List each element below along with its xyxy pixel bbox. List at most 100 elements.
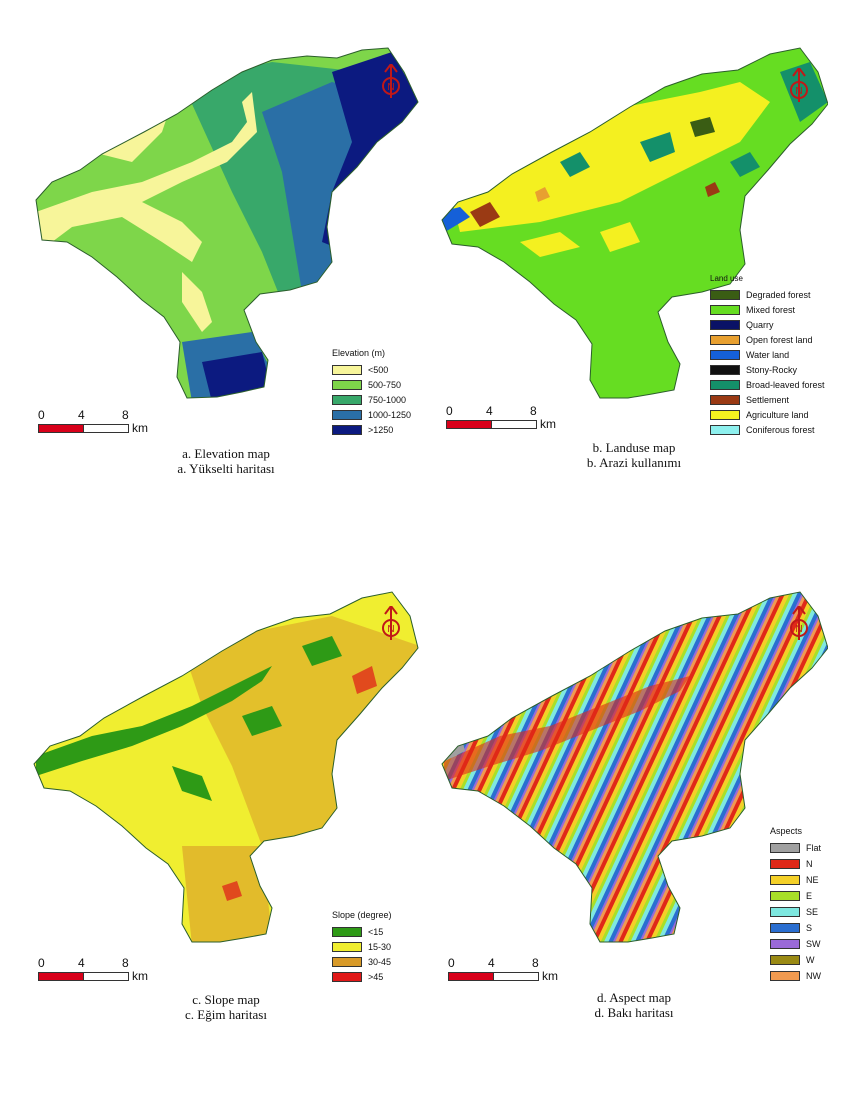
scale-unit: km xyxy=(542,969,558,983)
landuse-map-panel: N Land use Degraded forest Mixed forest … xyxy=(440,42,828,444)
legend-label: <500 xyxy=(368,364,389,375)
scale-tick: 8 xyxy=(530,404,537,418)
legend-swatch xyxy=(770,939,800,949)
legend-label: Broad-leaved forest xyxy=(746,379,825,390)
scale-bar: 0 4 8 km xyxy=(448,956,558,983)
landuse-caption: b. Landuse map b. Arazi kullanımı xyxy=(440,440,828,470)
scale-unit: km xyxy=(132,969,148,983)
legend-label: Mixed forest xyxy=(746,304,796,315)
legend-swatch xyxy=(770,923,800,933)
scale-bar: 0 4 8 km xyxy=(38,956,148,983)
elevation-legend: Elevation (m) <500 500-750 750-1000 1000… xyxy=(332,348,411,437)
scale-tick: 4 xyxy=(78,408,85,422)
scale-tick: 0 xyxy=(38,956,45,970)
legend-swatch xyxy=(332,379,362,390)
legend-label: E xyxy=(806,891,813,901)
legend-item: S xyxy=(770,920,821,936)
north-arrow-icon: N xyxy=(378,64,404,100)
caption-turkish: a. Yükselti haritası xyxy=(177,461,275,476)
legend-label: Degraded forest xyxy=(746,289,811,300)
legend-label: 15-30 xyxy=(368,941,392,952)
scale-bar: 0 4 8 km xyxy=(446,404,556,431)
scale-bar: 0 4 8 km xyxy=(38,408,148,435)
legend-item: Coniferous forest xyxy=(710,422,825,437)
slope-map-image xyxy=(33,591,419,943)
legend-item: 500-750 xyxy=(332,377,411,392)
slope-caption: c. Slope map c. Eğim haritası xyxy=(32,992,420,1022)
legend-item: 750-1000 xyxy=(332,392,411,407)
legend-item: Broad-leaved forest xyxy=(710,377,825,392)
legend-item: E xyxy=(770,888,821,904)
caption-english: c. Slope map xyxy=(192,992,260,1007)
north-label: N xyxy=(795,624,802,635)
legend-label: Coniferous forest xyxy=(746,424,815,435)
legend-swatch xyxy=(710,319,740,330)
north-label: N xyxy=(387,624,394,635)
legend-label: Water land xyxy=(746,349,790,360)
legend-label: 30-45 xyxy=(368,956,392,967)
legend-swatch xyxy=(770,843,800,853)
legend-label: NW xyxy=(806,971,821,981)
scale-tick: 8 xyxy=(122,956,129,970)
scale-tick: 0 xyxy=(448,956,455,970)
landuse-legend: Land use Degraded forest Mixed forest Qu… xyxy=(710,274,825,437)
elevation-map-panel: N Elevation (m) <500 500-750 750-1000 10… xyxy=(32,42,420,444)
landuse-map-image xyxy=(441,47,828,399)
elevation-caption: a. Elevation map a. Yükselti haritası xyxy=(32,446,420,476)
legend-item: Water land xyxy=(710,347,825,362)
north-arrow-icon: N xyxy=(786,606,812,642)
legend-swatch xyxy=(770,955,800,965)
north-label: N xyxy=(795,86,802,97)
aspect-legend: Aspects Flat N NE E SE S SW W NW xyxy=(770,826,821,984)
north-label: N xyxy=(387,82,394,93)
legend-label: >45 xyxy=(368,971,384,982)
north-arrow-icon: N xyxy=(378,606,404,642)
legend-swatch xyxy=(710,304,740,315)
scale-tick: 4 xyxy=(486,404,493,418)
legend-label: Stony-Rocky xyxy=(746,364,798,375)
aspect-map-panel: N Aspects Flat N NE E SE S SW W NW 0 4 8 k… xyxy=(440,586,828,988)
legend-swatch xyxy=(710,334,740,345)
scale-tick: 4 xyxy=(488,956,495,970)
legend-swatch xyxy=(710,409,740,420)
caption-turkish: d. Bakı haritası xyxy=(594,1005,674,1020)
scale-unit: km xyxy=(540,417,556,431)
legend-item: Stony-Rocky xyxy=(710,362,825,377)
legend-swatch xyxy=(332,956,362,967)
caption-turkish: b. Arazi kullanımı xyxy=(586,455,682,470)
aspect-caption: d. Aspect map d. Bakı haritası xyxy=(440,990,828,1020)
legend-swatch xyxy=(710,364,740,375)
legend-item: Settlement xyxy=(710,392,825,407)
legend-item: Open forest land xyxy=(710,332,825,347)
scale-unit: km xyxy=(132,421,148,435)
legend-title: Land use xyxy=(710,274,743,283)
legend-swatch xyxy=(332,394,362,405)
legend-swatch xyxy=(710,349,740,360)
scale-tick: 0 xyxy=(38,408,45,422)
scale-tick: 8 xyxy=(122,408,129,422)
legend-item: Mixed forest xyxy=(710,302,825,317)
legend-item: Agriculture land xyxy=(710,407,825,422)
legend-label: Agriculture land xyxy=(746,409,809,420)
legend-item: SE xyxy=(770,904,821,920)
legend-swatch xyxy=(332,971,362,982)
legend-title: Slope (degree) xyxy=(332,910,392,920)
legend-item: W xyxy=(770,952,821,968)
legend-title: Aspects xyxy=(770,826,803,836)
legend-label: 1000-1250 xyxy=(368,409,412,420)
elevation-map-image xyxy=(35,47,419,399)
legend-title: Elevation (m) xyxy=(332,348,386,358)
legend-label: W xyxy=(806,955,815,965)
legend-swatch xyxy=(770,891,800,901)
legend-label: SE xyxy=(806,907,819,917)
legend-item: <15 xyxy=(332,924,392,939)
legend-swatch xyxy=(710,379,740,390)
caption-english: b. Landuse map xyxy=(592,440,676,455)
legend-label: Flat xyxy=(806,843,822,853)
legend-label: >1250 xyxy=(368,424,394,435)
legend-swatch xyxy=(332,364,362,375)
slope-legend: Slope (degree) <15 15-30 30-45 >45 xyxy=(332,910,392,984)
legend-label: N xyxy=(806,859,813,869)
legend-label: 750-1000 xyxy=(368,394,407,405)
legend-item: 30-45 xyxy=(332,954,392,969)
